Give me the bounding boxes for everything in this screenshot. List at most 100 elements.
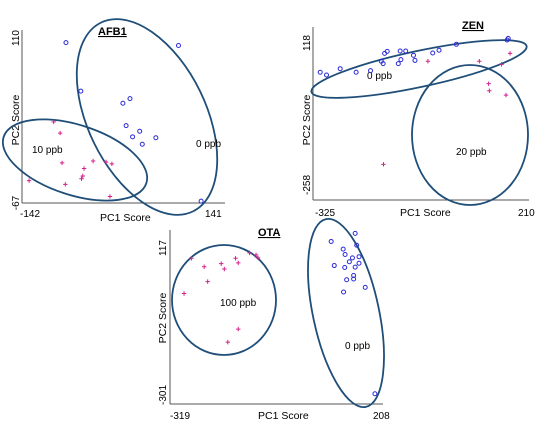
ota-point-0ppb [346,259,352,265]
ota-group-label-0ppb: 0 ppb [345,341,370,352]
afb1-point-0ppb [198,198,204,204]
ota-point-0ppb [351,273,357,279]
afb1-point-10ppb [79,176,84,181]
zen-point-0ppb [412,57,418,63]
afb1-point-0ppb [63,40,69,46]
zen-markers [317,35,513,167]
afb1-point-0ppb [139,141,145,147]
ota-point-100ppb [225,339,231,345]
ota-point-0ppb [354,242,360,248]
zen-point-0ppb [398,57,404,63]
ota-point-100ppb [205,279,210,284]
afb1-point-10ppb [80,173,85,179]
ota-point-0ppb [349,255,355,261]
afb1-point-10ppb [57,130,63,136]
zen-point-20ppb [477,59,482,64]
ota-point-0ppb [352,230,358,236]
afb1-point-10ppb [51,119,56,125]
ota-ylabel: PC2 Score [157,292,169,343]
afb1-group-label-0ppb: 0 ppb [196,139,221,150]
zen-point-0ppb [324,72,330,78]
afb1-ellipse-0ppb [75,18,219,216]
afb1-ytick-bottom: -67 [11,195,22,210]
afb1-point-10ppb [103,159,109,165]
ota-point-0ppb [356,260,362,266]
ota-point-0ppb [372,391,378,397]
afb1-xlabel: PC1 Score [100,212,151,224]
ota-ellipse-0ppb [307,217,385,409]
ota-point-100ppb [222,266,227,272]
ota-point-0ppb [362,284,368,290]
zen-point-20ppb [381,162,386,167]
ota-point-100ppb [219,261,224,266]
afb1-point-10ppb [81,166,87,171]
zen-point-0ppb [397,48,403,54]
afb1-point-0ppb [78,88,84,94]
zen-point-0ppb [436,47,442,53]
afb1-ylabel: PC2 Score [10,94,22,145]
ota-point-0ppb [356,254,362,260]
afb1-markers [26,40,204,204]
afb1-point-0ppb [130,134,136,140]
ota-point-100ppb [255,255,261,261]
ota-point-0ppb [340,246,346,252]
ota-title: OTA [258,227,280,239]
zen-ylabel: PC2 Score [301,94,313,145]
afb1-point-0ppb [120,100,126,106]
zen-point-20ppb [507,51,513,56]
ota-point-0ppb [342,251,348,257]
ota-group-label-100ppb: 100 ppb [220,298,257,309]
afb1-group-label-10ppb: 10 ppb [32,145,63,156]
afb1-ellipse-10ppb [1,118,149,202]
ota-point-0ppb [351,276,357,282]
zen-point-20ppb [487,88,492,93]
ota-ytick-bottom: -301 [158,385,169,405]
zen-point-20ppb [499,62,504,67]
ota-xtick-left: -319 [170,411,190,422]
ota-point-0ppb [328,238,334,244]
afb1-point-10ppb [107,194,113,199]
ota-point-100ppb [236,260,241,266]
zen-point-0ppb [505,35,511,41]
zen-point-0ppb [403,48,409,54]
zen-point-20ppb [425,59,431,64]
ota-point-0ppb [331,263,337,269]
ota-point-0ppb [341,289,347,295]
zen-point-0ppb [430,50,436,56]
zen-point-20ppb [486,81,491,86]
afb1-point-0ppb [137,128,143,134]
zen-point-0ppb [395,61,401,67]
ota-point-100ppb [236,326,241,332]
zen-point-20ppb [503,92,509,98]
afb1-point-10ppb [109,161,115,167]
ota-point-100ppb [201,264,207,269]
zen-ytick-bottom: -258 [302,175,313,195]
ota-point-100ppb [233,256,238,261]
afb1-xtick-right: 141 [205,209,222,220]
zen-title: ZEN [462,20,484,32]
afb1-point-10ppb [90,158,96,164]
ota-point-0ppb [344,277,350,283]
afb1-point-10ppb [59,160,65,166]
zen-point-0ppb [353,69,359,75]
ota-xlabel: PC1 Score [258,410,309,422]
zen-ellipse-0ppb [310,39,528,99]
afb1-ytick-top: 110 [11,30,22,46]
ota-point-100ppb [181,291,187,296]
ota-point-100ppb [247,250,252,256]
zen-ytick-top: 118 [302,35,313,51]
zen-group-label-20ppb: 20 ppb [456,147,487,158]
zen-group-label-0ppb: 0 ppb [367,71,392,82]
zen-xtick-left: -325 [315,208,335,219]
zen-point-0ppb [453,41,459,47]
zen-point-0ppb [410,52,416,58]
ota-point-0ppb [352,264,358,270]
afb1-point-0ppb [123,123,129,129]
afb1-point-0ppb [175,42,181,48]
zen-xtick-right: 210 [518,208,535,219]
zen-point-0ppb [317,69,323,75]
afb1-title: AFB1 [98,26,127,38]
afb1-point-0ppb [127,96,133,102]
panel-ota: OTA 117 -301 PC2 Score -319 208 PC1 Scor… [157,217,390,422]
